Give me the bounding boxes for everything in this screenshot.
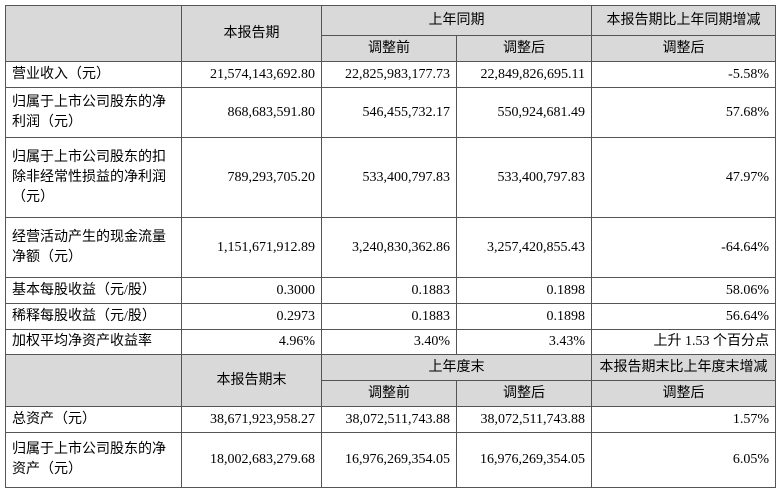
row-label-text: 加权平均净资产收益率: [12, 334, 152, 349]
value-cell: 3,257,420,855.43: [456, 217, 592, 278]
header-sub: 调整前: [321, 380, 457, 407]
value-cell: 22,849,826,695.11: [456, 61, 592, 88]
value-cell: 56.64%: [591, 303, 776, 330]
value-cell: 16,976,269,354.05: [321, 432, 457, 488]
value-cell: 0.1898: [456, 303, 592, 330]
value-cell: 0.1883: [321, 277, 457, 304]
header-sub: 调整后: [591, 35, 776, 62]
value-cell: 38,671,923,958.27: [181, 406, 322, 433]
row-label: 营业收入（元）: [5, 61, 182, 88]
header-blank: [5, 5, 182, 62]
value-cell: 546,455,732.17: [321, 87, 457, 138]
header-period: 本报告期: [181, 5, 322, 62]
header-blank: [5, 354, 182, 407]
row-label: 加权平均净资产收益率: [5, 329, 182, 355]
row-label-text: 营业收入（元）: [12, 66, 110, 82]
header-row: 本报告期 上年同期 本报告期比上年同期增减: [5, 5, 776, 62]
row-label: 总资产（元）: [5, 406, 182, 433]
value-cell: 789,293,705.20: [181, 137, 322, 218]
row-label-text: 归属于上市公司股东的净资产（元）: [12, 442, 166, 477]
value-cell: 47.97%: [591, 137, 776, 218]
header-change: 本报告期比上年同期增减: [591, 5, 776, 36]
data-row: 归属于上市公司股东的净利润（元） 868,683,591.80 546,455,73…: [5, 87, 776, 138]
row-label-text: 归属于上市公司股东的净利润（元）: [12, 94, 166, 130]
header-group: 上年同期: [321, 5, 592, 36]
value-cell: 533,400,797.83: [456, 137, 592, 218]
header-subrow: 调整前 调整后 调整后: [6, 380, 776, 407]
row-label: 归属于上市公司股东的净利润（元）: [5, 87, 182, 138]
value-cell: 868,683,591.80: [181, 87, 322, 138]
row-label: 归属于上市公司股东的扣除非经常性损益的净利润（元）: [5, 137, 182, 218]
value-cell: 16,976,269,354.05: [456, 432, 592, 488]
value-cell: 0.1898: [456, 277, 592, 304]
value-cell: 0.3000: [181, 277, 322, 304]
value-cell: 18,002,683,279.68: [181, 432, 322, 488]
value-cell: 1,151,671,912.89: [181, 217, 322, 278]
value-cell: 38,072,511,743.88: [456, 406, 592, 433]
header-sub: 调整后: [456, 380, 592, 407]
value-cell: 3,240,830,362.86: [321, 217, 457, 278]
value-cell: 1.57%: [591, 406, 776, 433]
data-row: 基本每股收益（元/股） 0.3000 0.1883 0.1898 58.06%: [5, 277, 776, 304]
row-label-text: 总资产（元）: [12, 411, 96, 427]
value-cell: 22,825,983,177.73: [321, 61, 457, 88]
value-cell: 21,574,143,692.80: [181, 61, 322, 88]
value-cell: 38,072,511,743.88: [321, 406, 457, 433]
header-sub: 调整后: [591, 380, 776, 407]
row-label-text: 基本每股收益（元/股）: [12, 282, 156, 298]
value-cell: 550,924,681.49: [456, 87, 592, 138]
value-cell: -64.64%: [591, 217, 776, 278]
row-label: 经营活动产生的现金流量净额（元）: [5, 217, 182, 278]
data-row: 归属于上市公司股东的净资产（元） 18,002,683,279.68 16,976,…: [5, 432, 776, 488]
value-cell: 4.96%: [181, 329, 322, 355]
financial-table: 本报告期 上年同期 本报告期比上年同期增减 调整前 调整后 调整后 营业收入（元） 21,57…: [5, 5, 776, 488]
header-subrow: 调整前 调整后 调整后: [6, 35, 776, 62]
data-row: 经营活动产生的现金流量净额（元） 1,151,671,912.89 3,240,83…: [5, 217, 776, 278]
data-row: 归属于上市公司股东的扣除非经常性损益的净利润（元） 789,293,705.20 5…: [5, 137, 776, 218]
value-cell: 6.05%: [591, 432, 776, 488]
row-label-text: 稀释每股收益（元/股）: [12, 308, 156, 324]
value-cell: 3.40%: [321, 329, 457, 355]
value-cell: -5.58%: [591, 61, 776, 88]
row-label: 稀释每股收益（元/股）: [5, 303, 182, 330]
value-cell: 上升 1.53 个百分点: [591, 329, 776, 355]
header-change: 本报告期末比上年度末增减: [591, 354, 776, 381]
data-row: 总资产（元） 38,671,923,958.27 38,072,511,743.88…: [5, 406, 776, 433]
data-row: 稀释每股收益（元/股） 0.2973 0.1883 0.1898 56.64%: [5, 303, 776, 330]
row-label-text: 经营活动产生的现金流量净额（元）: [12, 229, 166, 265]
page: 本报告期 上年同期 本报告期比上年同期增减 调整前 调整后 调整后 营业收入（元） 21,57…: [5, 5, 776, 488]
value-cell: 0.1883: [321, 303, 457, 330]
header-group: 上年度末: [321, 354, 592, 381]
header-sub: 调整前: [321, 35, 457, 62]
value-cell: 58.06%: [591, 277, 776, 304]
row-label-text: 归属于上市公司股东的扣除非经常性损益的净利润（元）: [12, 149, 166, 205]
value-cell: 57.68%: [591, 87, 776, 138]
header-sub: 调整后: [456, 35, 592, 62]
value-cell: 533,400,797.83: [321, 137, 457, 218]
data-row: 加权平均净资产收益率 4.96% 3.40% 3.43% 上升 1.53 个百分点: [5, 329, 776, 355]
header-row: 本报告期末 上年度末 本报告期末比上年度末增减: [5, 354, 776, 407]
value-cell: 3.43%: [456, 329, 592, 355]
header-period: 本报告期末: [181, 354, 322, 407]
row-label: 归属于上市公司股东的净资产（元）: [5, 432, 182, 488]
row-label: 基本每股收益（元/股）: [5, 277, 182, 304]
value-cell: 0.2973: [181, 303, 322, 330]
data-row: 营业收入（元） 21,574,143,692.80 22,825,983,177.7…: [5, 61, 776, 88]
